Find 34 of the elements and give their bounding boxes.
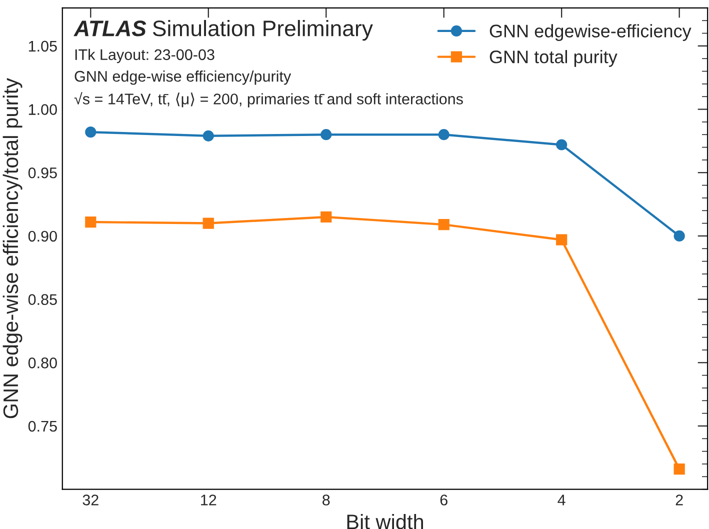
point [556,234,568,246]
point [202,218,214,229]
x-tick-label: 32 [82,494,98,506]
point [556,139,568,150]
x-tick-label: 6 [440,494,448,506]
y-tick-label: 1.05 [28,40,57,52]
x-tick-label: 8 [322,494,330,506]
annotation: GNN edge-wise efficiency/purity [74,70,292,85]
x-axis-title: Bit width [347,514,424,529]
y-tick-label: 0.95 [28,167,57,178]
x-tick-label: 2 [676,494,683,506]
point [85,126,96,138]
point [438,129,450,140]
y-axis-title: GNN edge-wise efficiency/total purity [2,78,22,418]
y-tick-label: 1.00 [28,104,57,115]
annotation: ITk Layout: 23-00-03 [75,48,214,64]
legend-label: GNN total purity [490,50,618,67]
annotation: ATLAS [74,20,146,36]
annotation: √s = 14TeV, tt̄, ⟨μ⟩ = 200, primaries tt̄ and soft interactions [74,92,463,108]
point [85,216,96,228]
point [674,230,685,242]
x-tick-label: 4 [558,494,566,506]
y-tick-label: 0.90 [28,230,57,242]
legend-label: GNN edgewise-efficiency [490,24,692,42]
point [202,130,214,142]
y-tick-label: 0.85 [28,294,57,305]
x-tick-label: 12 [201,494,216,506]
point [320,211,332,223]
point [320,129,332,140]
y-tick-label: 0.75 [28,420,57,432]
annotation: Simulation Preliminary [152,20,373,41]
point [674,464,685,475]
point [438,219,450,230]
y-tick-label: 0.80 [28,358,57,368]
